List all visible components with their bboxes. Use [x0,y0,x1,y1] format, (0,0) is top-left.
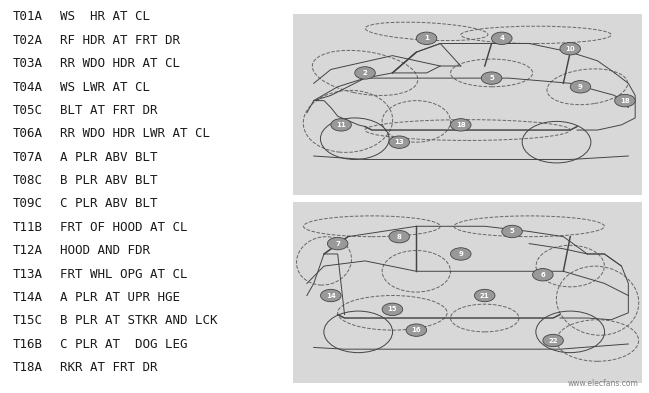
Text: 2: 2 [363,70,367,76]
Text: 18: 18 [456,122,466,128]
Circle shape [355,67,375,79]
Circle shape [474,289,495,302]
Text: T02A: T02A [12,34,42,47]
Text: 4: 4 [499,35,504,41]
Text: 7: 7 [336,241,340,246]
Text: 18: 18 [620,97,630,104]
Circle shape [450,248,471,260]
Text: A PLR AT UPR HGE: A PLR AT UPR HGE [60,291,180,304]
Text: 10: 10 [565,46,575,52]
Circle shape [502,225,522,238]
Circle shape [482,72,502,84]
Circle shape [450,119,471,131]
Text: WS LWR AT CL: WS LWR AT CL [60,81,151,94]
Text: FRT OF HOOD AT CL: FRT OF HOOD AT CL [60,221,188,234]
Text: T05C: T05C [12,104,42,117]
Text: T04A: T04A [12,81,42,94]
Text: 14: 14 [326,292,336,299]
Text: 13: 13 [395,139,404,145]
Circle shape [416,32,437,44]
Circle shape [615,94,635,107]
Text: 5: 5 [509,228,515,235]
Circle shape [491,32,512,44]
Circle shape [570,81,591,93]
Text: T14A: T14A [12,291,42,304]
Text: 21: 21 [480,292,489,299]
Text: 11: 11 [336,122,346,128]
Circle shape [543,334,563,347]
Circle shape [321,289,341,302]
Text: WS  HR AT CL: WS HR AT CL [60,11,151,24]
Text: HOOD AND FDR: HOOD AND FDR [60,244,151,257]
Text: BLT AT FRT DR: BLT AT FRT DR [60,104,158,117]
Text: C PLR ABV BLT: C PLR ABV BLT [60,197,158,211]
Text: 6: 6 [541,272,545,278]
Circle shape [406,324,426,336]
Text: T13A: T13A [12,268,42,281]
Text: 15: 15 [387,307,397,312]
Circle shape [533,268,553,281]
Text: 9: 9 [578,84,583,90]
Text: 16: 16 [411,327,421,333]
Text: RR WDO HDR AT CL: RR WDO HDR AT CL [60,57,180,70]
FancyBboxPatch shape [293,14,642,195]
Text: T11B: T11B [12,221,42,234]
Text: T12A: T12A [12,244,42,257]
Circle shape [331,119,351,131]
Text: T18A: T18A [12,361,42,374]
Text: T09C: T09C [12,197,42,211]
Text: www.elecfans.com: www.elecfans.com [568,378,639,387]
Circle shape [382,303,402,316]
Text: T06A: T06A [12,127,42,140]
Text: 8: 8 [397,234,402,240]
Circle shape [389,136,410,149]
FancyBboxPatch shape [293,202,642,382]
Text: A PLR ABV BLT: A PLR ABV BLT [60,151,158,164]
Text: 22: 22 [548,338,558,343]
Text: T15C: T15C [12,314,42,327]
Text: T03A: T03A [12,57,42,70]
Circle shape [389,230,410,243]
Text: RKR AT FRT DR: RKR AT FRT DR [60,361,158,374]
Circle shape [560,42,580,55]
Text: 1: 1 [424,35,429,41]
Text: T01A: T01A [12,11,42,24]
Text: 9: 9 [458,251,463,257]
Text: T16B: T16B [12,338,42,351]
Text: T07A: T07A [12,151,42,164]
Text: T08C: T08C [12,174,42,187]
Circle shape [328,237,348,250]
Text: B PLR ABV BLT: B PLR ABV BLT [60,174,158,187]
Text: RR WDO HDR LWR AT CL: RR WDO HDR LWR AT CL [60,127,210,140]
Text: C PLR AT  DOG LEG: C PLR AT DOG LEG [60,338,188,351]
Text: FRT WHL OPG AT CL: FRT WHL OPG AT CL [60,268,188,281]
Text: B PLR AT STKR AND LCK: B PLR AT STKR AND LCK [60,314,218,327]
Text: RF HDR AT FRT DR: RF HDR AT FRT DR [60,34,180,47]
Text: 5: 5 [489,75,494,81]
